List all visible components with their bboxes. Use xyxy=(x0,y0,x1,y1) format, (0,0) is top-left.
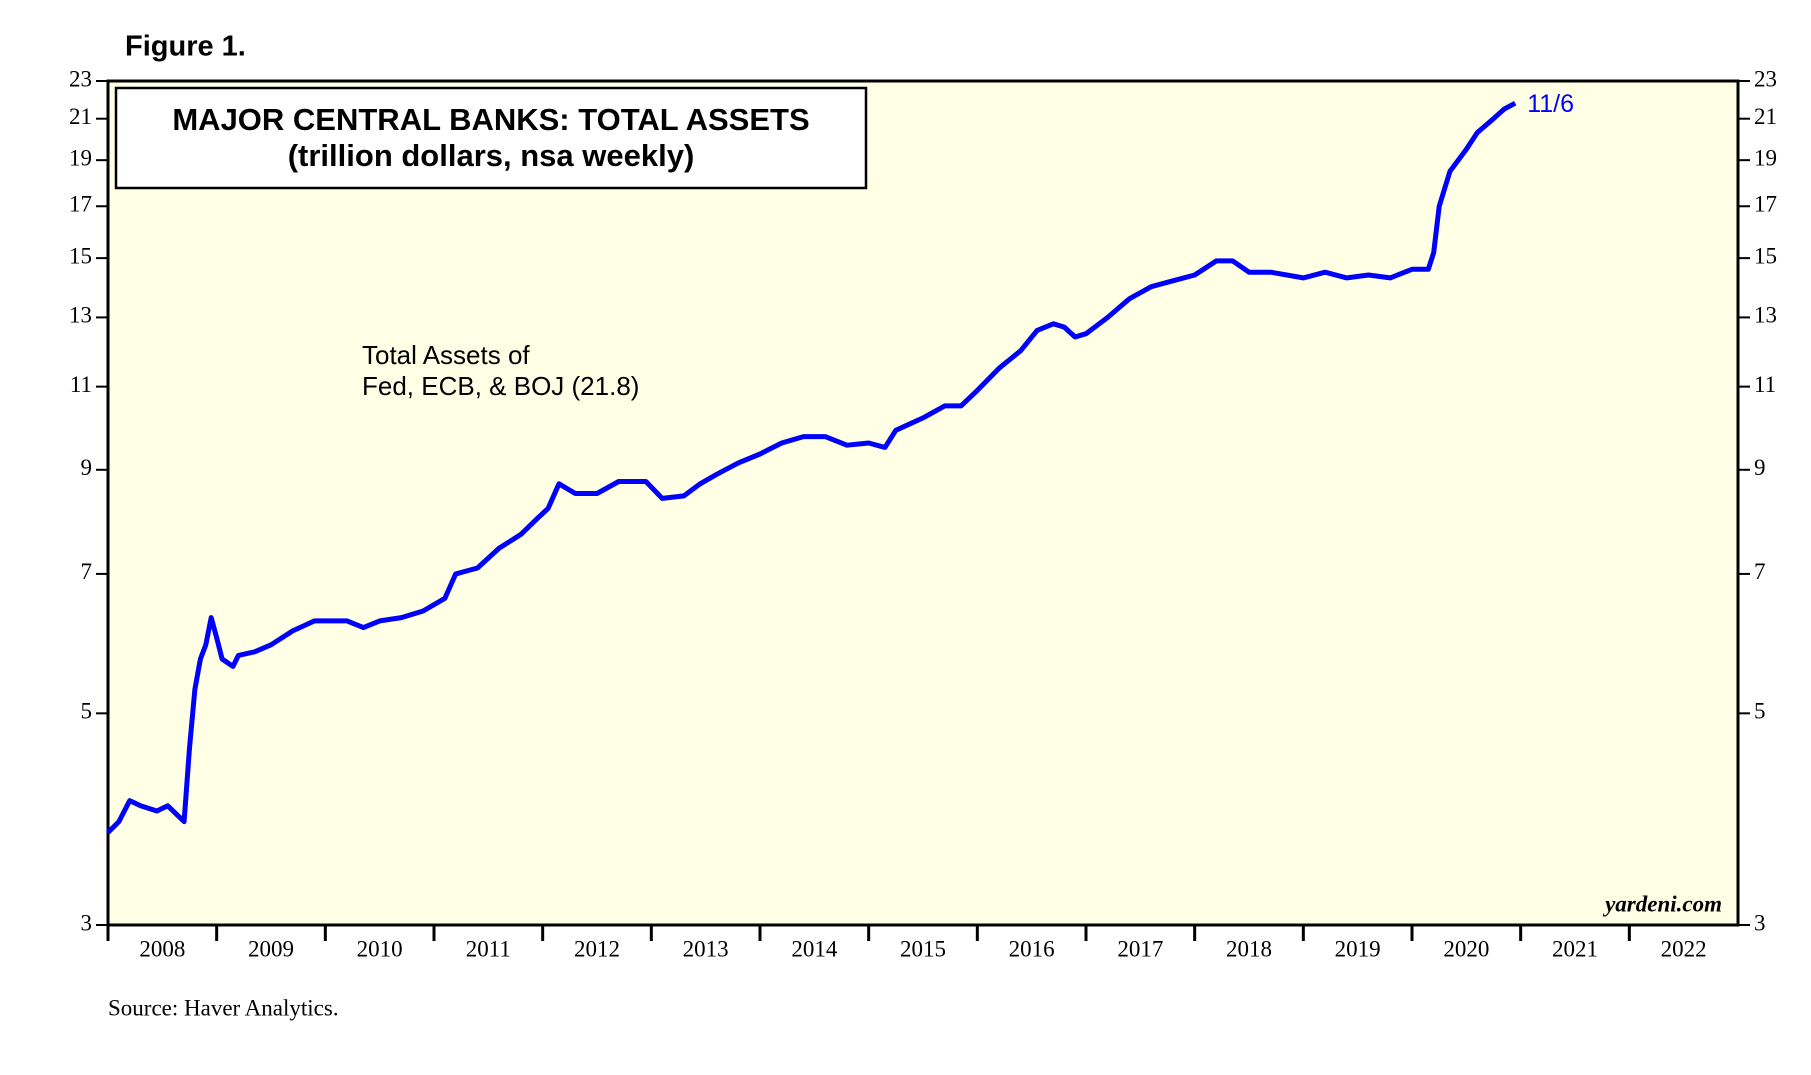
x-tick-label: 2010 xyxy=(357,936,403,961)
y2-tick-label: 13 xyxy=(1754,303,1777,328)
x-tick-label: 2021 xyxy=(1552,936,1598,961)
figure-label: Figure 1. xyxy=(125,31,246,63)
chart-title: MAJOR CENTRAL BANKS: TOTAL ASSETS xyxy=(172,102,809,137)
y2-tick-label: 23 xyxy=(1754,66,1777,91)
x-tick-label: 2011 xyxy=(466,936,511,961)
y2-tick-label: 5 xyxy=(1754,699,1766,724)
x-tick-label: 2012 xyxy=(574,936,620,961)
y-tick-label: 15 xyxy=(69,243,92,268)
x-tick-label: 2022 xyxy=(1661,936,1707,961)
x-tick-label: 2014 xyxy=(791,936,838,961)
y-tick-label: 23 xyxy=(69,66,92,91)
annotation: Fed, ECB, & BOJ (21.8) xyxy=(362,371,639,401)
source-note: Source: Haver Analytics. xyxy=(108,995,339,1020)
x-tick-label: 2009 xyxy=(248,936,294,961)
series-line xyxy=(106,100,1517,835)
y2-tick-label: 17 xyxy=(1754,192,1777,217)
y-tick-label: 5 xyxy=(81,699,93,724)
y2-tick-label: 15 xyxy=(1754,243,1777,268)
x-tick-label: 2016 xyxy=(1009,936,1055,961)
annotation: Total Assets of xyxy=(362,340,530,370)
end-label: 11/6 xyxy=(1527,90,1574,118)
x-tick-label: 2008 xyxy=(139,936,185,961)
y2-tick-label: 19 xyxy=(1754,145,1777,170)
y-tick-label: 19 xyxy=(69,145,92,170)
y-tick-label: 11 xyxy=(70,372,92,397)
watermark: yardeni.com xyxy=(1602,891,1722,916)
y-tick-label: 3 xyxy=(81,910,93,935)
x-tick-label: 2018 xyxy=(1226,936,1272,961)
y2-tick-label: 3 xyxy=(1754,910,1766,935)
y-tick-label: 9 xyxy=(81,455,93,480)
y2-tick-label: 9 xyxy=(1754,455,1766,480)
plot-area xyxy=(106,79,1740,927)
y2-tick-label: 7 xyxy=(1754,559,1766,584)
y-tick-label: 21 xyxy=(69,104,92,129)
x-tick-label: 2013 xyxy=(683,936,729,961)
x-tick-label: 2020 xyxy=(1443,936,1489,961)
y-tick-label: 13 xyxy=(69,303,92,328)
y2-tick-label: 11 xyxy=(1754,372,1776,397)
x-tick-label: 2017 xyxy=(1117,936,1163,961)
chart-subtitle: (trillion dollars, nsa weekly) xyxy=(288,138,695,173)
title-box xyxy=(114,86,868,190)
y2-tick-label: 21 xyxy=(1754,104,1777,129)
x-tick-label: 2019 xyxy=(1335,936,1381,961)
y-tick-label: 7 xyxy=(81,559,93,584)
y-tick-label: 17 xyxy=(69,192,92,217)
x-tick-label: 2015 xyxy=(900,936,946,961)
